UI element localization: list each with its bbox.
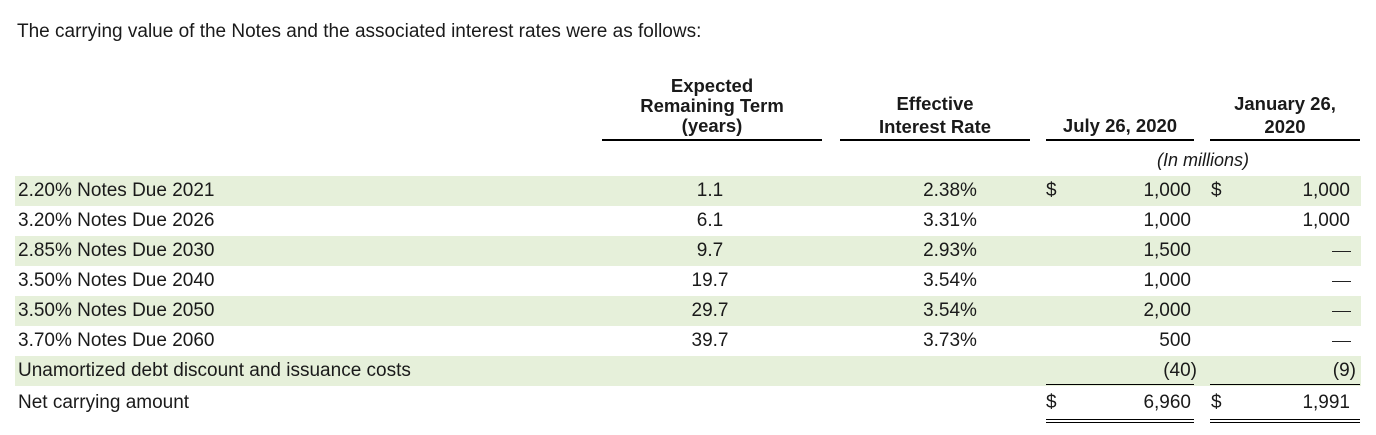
table-row-total: Net carrying amount $ 6,960 $ 1,991	[15, 388, 1361, 418]
table-row: 2.20% Notes Due 2021 1.1 2.38% $ 1,000 $…	[15, 176, 1361, 206]
total-double-rule-january	[1210, 419, 1360, 423]
header-january-2020: January 26, 2020	[1210, 92, 1360, 138]
row-value-january: 1,000	[1302, 210, 1350, 231]
row-value-july: 6,960	[1143, 392, 1191, 413]
header-term-line-1: Expected	[670, 75, 754, 96]
table-row: Unamortized debt discount and issuance c…	[15, 356, 1361, 386]
dollar-sign: $	[1046, 180, 1057, 201]
row-term: 29.7	[691, 300, 729, 321]
dollar-sign: $	[1211, 392, 1222, 413]
header-rate-line-2: Interest Rate	[878, 116, 992, 137]
subtotal-rule-july	[1046, 384, 1194, 385]
row-rate: 2.93%	[923, 240, 977, 261]
row-term: 39.7	[691, 330, 729, 351]
header-jan-line-1: January 26,	[1234, 93, 1336, 114]
table-row: 2.85% Notes Due 2030 9.7 2.93% 1,500 —	[15, 236, 1361, 266]
dash-mark	[1332, 281, 1351, 282]
header-term-line-2: Remaining Term	[640, 95, 784, 116]
row-label: 2.20% Notes Due 2021	[18, 180, 215, 201]
header-july-underline	[1046, 139, 1194, 141]
row-label: Unamortized debt discount and issuance c…	[18, 360, 411, 381]
header-rate-line-1: Effective	[896, 93, 974, 114]
row-value-july: (40)	[1163, 360, 1197, 381]
row-value-july: 2,000	[1143, 300, 1191, 321]
row-rate: 3.73%	[923, 330, 977, 351]
row-value-january: 1,991	[1302, 392, 1350, 413]
units-note: (In millions)	[1156, 150, 1249, 170]
header-expected-term: Expected Remaining Term (years)	[602, 76, 822, 136]
row-label: 3.20% Notes Due 2026	[18, 210, 215, 231]
header-jan-line-2: 2020	[1264, 116, 1306, 137]
dash-mark	[1332, 341, 1351, 342]
intro-text: The carrying value of the Notes and the …	[17, 21, 702, 42]
dollar-sign: $	[1211, 180, 1222, 201]
dash-mark	[1332, 251, 1351, 252]
table-row: 3.70% Notes Due 2060 39.7 3.73% 500 —	[15, 326, 1361, 356]
row-rate: 3.54%	[923, 270, 977, 291]
row-label: 3.50% Notes Due 2050	[18, 300, 215, 321]
row-rate: 2.38%	[923, 180, 977, 201]
row-value-july: 1,000	[1143, 210, 1191, 231]
table-row: 3.20% Notes Due 2026 6.1 3.31% 1,000 1,0…	[15, 206, 1361, 236]
total-double-rule-july	[1046, 419, 1194, 423]
row-rate: 3.31%	[923, 210, 977, 231]
row-value-january: (9)	[1332, 360, 1356, 381]
row-label: 3.70% Notes Due 2060	[18, 330, 215, 351]
row-term: 19.7	[691, 270, 729, 291]
header-term-underline	[602, 139, 822, 141]
row-term: 6.1	[696, 210, 724, 231]
header-july-2020: July 26, 2020	[1062, 115, 1178, 136]
table-row: 3.50% Notes Due 2040 19.7 3.54% 1,000 —	[15, 266, 1361, 296]
row-term: 9.7	[696, 240, 724, 261]
header-jan-underline	[1210, 139, 1360, 141]
row-value-july: 500	[1159, 330, 1191, 351]
row-value-july: 1,000	[1143, 270, 1191, 291]
row-value-july: 1,000	[1143, 180, 1191, 201]
row-value-july: 1,500	[1143, 240, 1191, 261]
subtotal-rule-january	[1210, 384, 1360, 385]
row-rate: 3.54%	[923, 300, 977, 321]
header-effective-rate: Effective Interest Rate	[840, 92, 1030, 138]
header-rate-underline	[840, 139, 1030, 141]
dash-mark	[1332, 311, 1351, 312]
row-label: 3.50% Notes Due 2040	[18, 270, 215, 291]
row-term: 1.1	[696, 180, 724, 201]
header-term-line-3: (years)	[681, 115, 743, 136]
row-label: Net carrying amount	[18, 392, 190, 413]
dollar-sign: $	[1046, 392, 1057, 413]
row-value-january: 1,000	[1302, 180, 1350, 201]
row-label: 2.85% Notes Due 2030	[18, 240, 215, 261]
table-row: 3.50% Notes Due 2050 29.7 3.54% 2,000 —	[15, 296, 1361, 326]
